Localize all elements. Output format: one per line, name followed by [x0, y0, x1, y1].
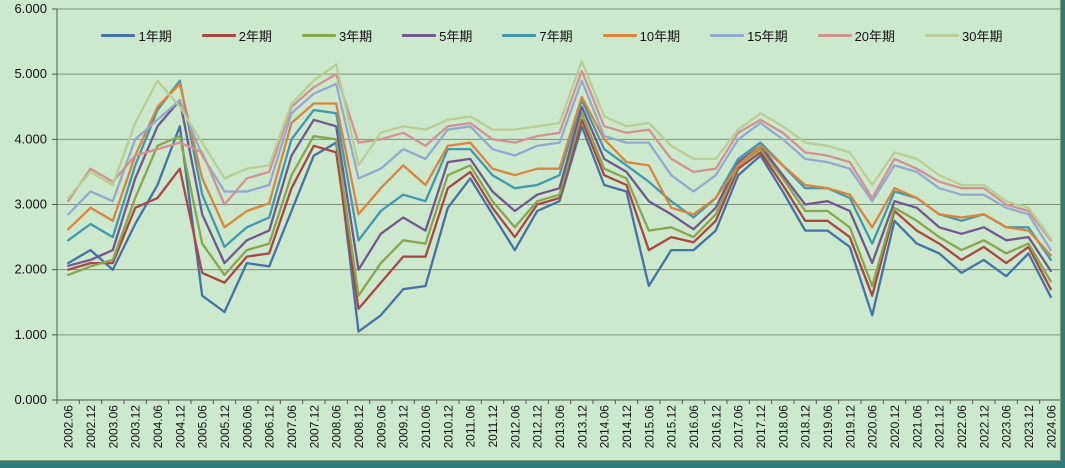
x-tick-label: 2022.06 — [955, 405, 969, 449]
y-tick-label: 1.000 — [14, 327, 47, 342]
x-tick-label: 2007.12 — [307, 405, 321, 449]
y-tick-label: 3.000 — [14, 197, 47, 212]
x-tick-label: 2016.06 — [687, 405, 701, 449]
x-tick-label: 2018.06 — [776, 405, 790, 449]
legend-swatch — [402, 34, 437, 37]
x-tick-label: 2015.06 — [642, 405, 656, 449]
series-line-3 — [67, 99, 1052, 273]
legend-label: 20年期 — [854, 29, 896, 44]
x-tick-label: 2014.06 — [598, 405, 612, 449]
x-tick-label: 2007.06 — [285, 405, 299, 449]
x-tick-label: 2023.06 — [1000, 405, 1014, 449]
y-tick-label: 5.000 — [14, 66, 47, 81]
x-tick-label: 2022.12 — [977, 405, 991, 449]
series-line-6 — [67, 79, 1052, 252]
x-tick-label: 2003.12 — [129, 405, 143, 449]
window-edge-right — [1061, 0, 1065, 468]
series-line-0 — [67, 125, 1052, 333]
legend-item-5[interactable]: 10年期 — [602, 26, 681, 45]
legend-label: 5年期 — [439, 29, 473, 44]
x-tick-label: 2017.12 — [754, 405, 768, 449]
x-tick-label: 2020.12 — [888, 405, 902, 449]
legend-item-6[interactable]: 15年期 — [710, 26, 788, 45]
series-line-5 — [67, 82, 1052, 257]
y-tick-label: 4.000 — [14, 131, 47, 146]
legend-label: 1年期 — [138, 29, 172, 44]
chart-legend: 1年期 2年期 3年期 5年期 7年期 10年期 15年期 20年期 30年期 — [57, 26, 1047, 45]
legend-swatch — [502, 34, 537, 37]
x-tick-label: 2010.12 — [441, 405, 455, 449]
x-tick-label: 2004.12 — [173, 405, 187, 449]
legend-item-1[interactable]: 2年期 — [201, 26, 272, 45]
x-tick-label: 2008.12 — [352, 405, 366, 449]
legend-label: 15年期 — [747, 29, 788, 44]
legend-item-0[interactable]: 1年期 — [101, 26, 172, 45]
series-line-7 — [67, 69, 1052, 242]
x-tick-label: 2005.12 — [218, 405, 232, 449]
legend-swatch — [201, 34, 236, 37]
x-tick-label: 2019.06 — [821, 405, 835, 449]
legend-item-2[interactable]: 3年期 — [301, 26, 373, 45]
legend-label: 2年期 — [238, 29, 272, 44]
x-tick-label: 2017.06 — [732, 405, 746, 449]
y-tick-label: 2.000 — [14, 262, 47, 277]
y-axis-labels: 0.000 1.000 2.000 3.000 4.000 5.000 6.000 — [14, 1, 47, 407]
series-line-1 — [67, 118, 1052, 310]
series-line-4 — [67, 79, 1052, 262]
x-tick-label: 2012.06 — [508, 405, 522, 449]
legend-label: 3年期 — [338, 29, 373, 44]
legend-swatch — [925, 34, 960, 37]
x-tick-label: 2019.12 — [843, 405, 857, 449]
x-tick-label: 2013.12 — [575, 405, 589, 449]
x-tick-label: 2002.12 — [84, 405, 98, 449]
x-tick-label: 2009.12 — [397, 405, 411, 449]
x-tick-label: 2013.06 — [553, 405, 567, 449]
legend-item-3[interactable]: 5年期 — [402, 26, 472, 45]
x-tick-label: 2005.06 — [196, 405, 210, 449]
legend-label: 30年期 — [962, 29, 1003, 44]
legend-label: 10年期 — [639, 29, 681, 44]
x-tick-label: 2010.06 — [419, 405, 433, 449]
x-tick-label: 2003.06 — [106, 405, 120, 449]
x-tick-label: 2008.06 — [330, 405, 344, 449]
x-tick-label: 2002.06 — [62, 405, 76, 449]
x-tick-label: 2023.12 — [1022, 405, 1036, 449]
series-lines — [67, 59, 1052, 333]
window-edge-bottom — [0, 461, 1065, 468]
legend-swatch — [301, 34, 336, 37]
x-tick-label: 2016.12 — [709, 405, 723, 449]
x-tick-label: 2014.12 — [620, 405, 634, 449]
x-tick-label: 2006.06 — [240, 405, 254, 449]
x-tick-label: 2021.12 — [933, 405, 947, 449]
x-tick-label: 2012.12 — [531, 405, 545, 449]
x-tick-label: 2024.06 — [1044, 405, 1058, 449]
y-tick-label: 6.000 — [14, 1, 47, 16]
x-tick-label: 2009.06 — [374, 405, 388, 449]
chart-border-right — [1060, 0, 1061, 468]
legend-swatch — [602, 34, 637, 37]
legend-item-8[interactable]: 30年期 — [925, 26, 1003, 45]
x-tick-label: 2020.06 — [866, 405, 880, 449]
series-line-8 — [67, 59, 1052, 240]
series-line-2 — [67, 112, 1052, 297]
x-tick-label: 2004.06 — [151, 405, 165, 449]
x-tick-label: 2021.06 — [910, 405, 924, 449]
x-tick-label: 2018.12 — [799, 405, 813, 449]
legend-swatch — [817, 34, 852, 37]
legend-label: 7年期 — [539, 29, 573, 44]
x-tick-label: 2015.12 — [665, 405, 679, 449]
legend-item-7[interactable]: 20年期 — [817, 26, 896, 45]
x-tick-label: 2011.06 — [464, 405, 478, 448]
x-axis-labels: 2002.06 2002.12 2003.06 2003.12 2004.06 2004.… — [62, 405, 1059, 449]
x-tick-label: 2006.12 — [263, 405, 277, 449]
legend-swatch — [101, 34, 136, 37]
y-tick-label: 0.000 — [14, 392, 47, 407]
legend-item-4[interactable]: 7年期 — [502, 26, 573, 45]
x-tick-label: 2011.12 — [486, 405, 500, 448]
legend-swatch — [710, 34, 745, 37]
chart-border-bottom — [0, 460, 1065, 461]
